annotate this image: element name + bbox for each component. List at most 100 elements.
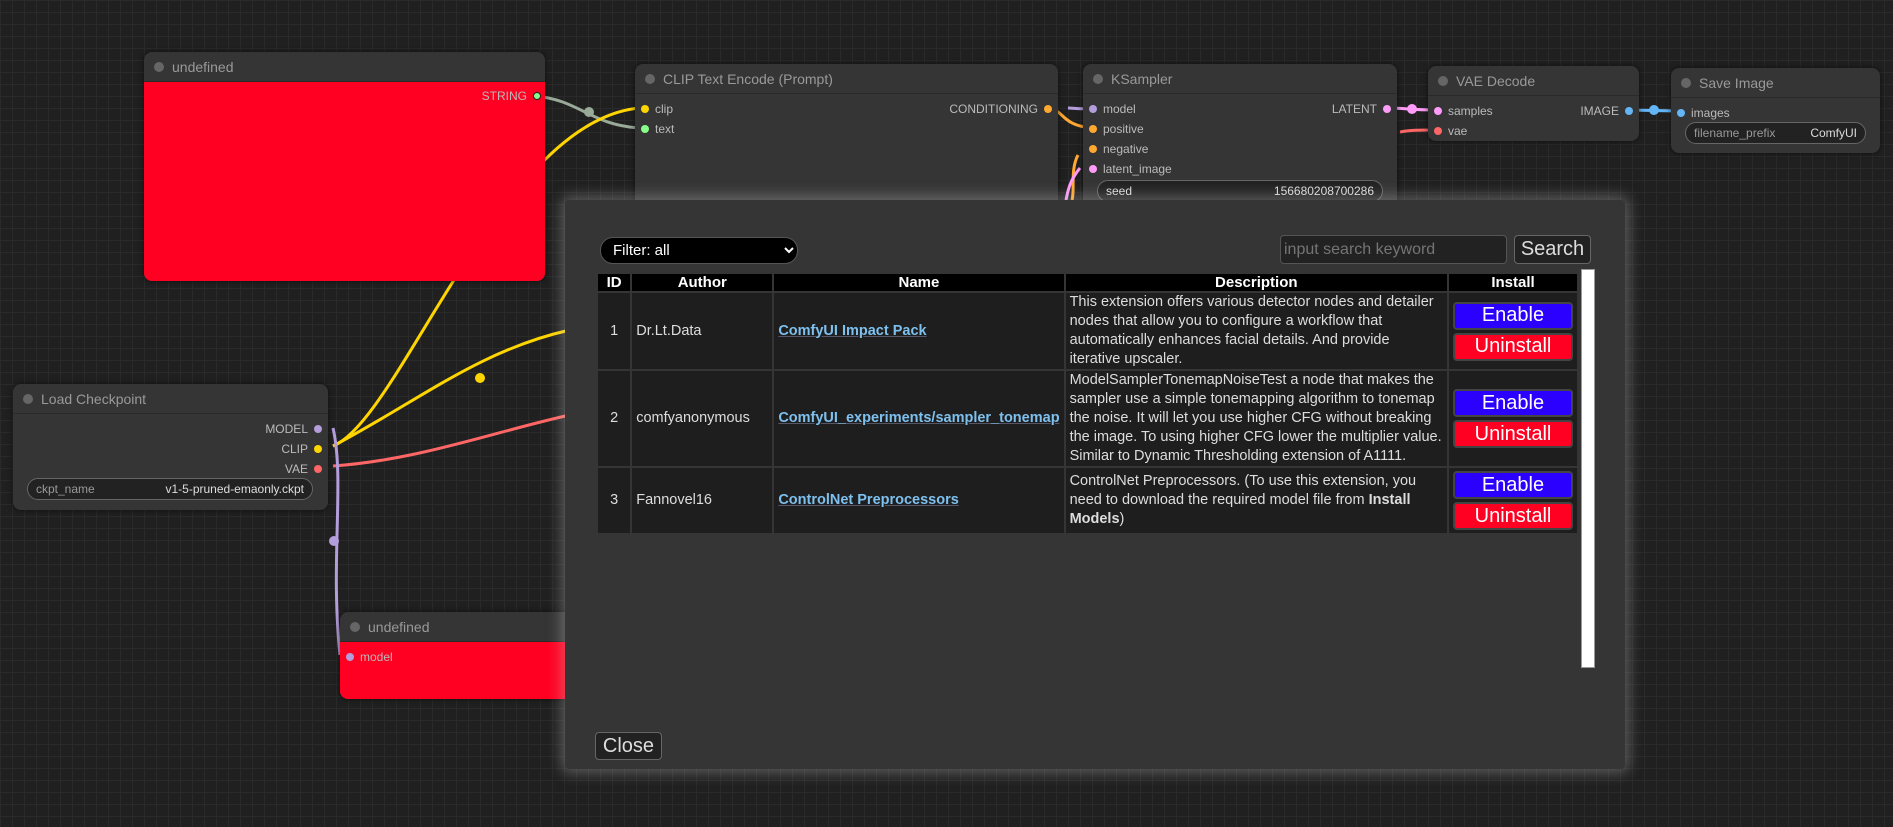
input-slot-negative[interactable] <box>1089 145 1097 153</box>
description-text: ) <box>1119 511 1125 527</box>
search-button[interactable]: Search <box>1514 235 1591 264</box>
input-label: model <box>360 650 393 664</box>
header-id: ID <box>595 272 633 293</box>
load-checkpoint-node[interactable]: Load Checkpoint MODEL CLIP VAE ckpt_name… <box>13 384 328 510</box>
collapse-dot-icon[interactable] <box>350 621 360 632</box>
filter-select[interactable]: Filter: all <box>600 237 798 264</box>
widget-label: filename_prefix <box>1694 126 1776 140</box>
header-name: Name <box>772 272 1066 293</box>
seed-value: 156680208700286 <box>1273 184 1374 198</box>
undefined-node-top[interactable]: undefined STRING <box>144 52 545 281</box>
output-label: IMAGE <box>1580 104 1619 118</box>
uninstall-button[interactable]: Uninstall <box>1452 420 1573 448</box>
header-install: Install <box>1446 272 1580 293</box>
widget-value: ComfyUI <box>1810 126 1857 140</box>
row-description: This extension offers various detector n… <box>1063 291 1449 371</box>
input-label: clip <box>655 102 674 116</box>
output-label-string: STRING <box>481 89 527 103</box>
undefined-node-bottom[interactable]: undefined model <box>340 612 580 699</box>
extension-link[interactable]: ControlNet Preprocessors <box>778 492 959 508</box>
ksampler-node[interactable]: KSampler model positive negative latent_… <box>1083 64 1397 224</box>
row-author: Dr.Lt.Data <box>630 291 775 371</box>
filename-prefix-widget[interactable]: filename_prefix ComfyUI <box>1685 122 1866 144</box>
output-label: VAE <box>284 462 308 476</box>
table-row: 1 Dr.Lt.Data ComfyUI Impact Pack This ex… <box>595 291 1580 371</box>
input-label: positive <box>1103 122 1144 136</box>
input-slot-clip[interactable] <box>641 105 649 113</box>
node-title: VAE Decode <box>1456 72 1536 89</box>
node-body <box>144 82 545 281</box>
output-label: CLIP <box>281 442 308 456</box>
enable-button[interactable]: Enable <box>1452 471 1573 499</box>
collapse-dot-icon[interactable] <box>23 393 33 404</box>
extensions-table: ID Author Name Description Install 1 Dr.… <box>595 272 1580 535</box>
extension-link[interactable]: ComfyUI Impact Pack <box>778 322 927 339</box>
input-slot-positive[interactable] <box>1089 125 1097 133</box>
input-slot-model[interactable] <box>1089 105 1097 113</box>
output-slot-latent[interactable] <box>1383 105 1391 113</box>
row-description: ControlNet Preprocessors. (To use this e… <box>1063 466 1449 535</box>
collapse-dot-icon[interactable] <box>1438 75 1448 86</box>
output-slot-clip[interactable] <box>314 445 322 453</box>
widget-value: v1-5-pruned-emaonly.ckpt <box>165 482 304 496</box>
node-title: Load Checkpoint <box>41 390 147 407</box>
output-label: MODEL <box>265 422 308 436</box>
description-text: ControlNet Preprocessors. (To use this e… <box>1069 473 1417 508</box>
table-row: 3 Fannovel16 ControlNet Preprocessors Co… <box>595 466 1580 535</box>
input-label: text <box>655 122 675 136</box>
input-label: vae <box>1448 124 1468 138</box>
output-label: CONDITIONING <box>949 102 1038 116</box>
search-input[interactable] <box>1280 235 1507 264</box>
collapse-dot-icon[interactable] <box>1093 73 1103 84</box>
ckpt-name-widget[interactable]: ckpt_name v1-5-pruned-emaonly.ckpt <box>27 478 313 500</box>
table-header-row: ID Author Name Description Install <box>595 272 1580 293</box>
install-models-text: Install Models <box>1069 492 1411 527</box>
widget-label: ckpt_name <box>36 482 95 496</box>
input-slot-vae[interactable] <box>1434 127 1442 135</box>
input-slot-latent[interactable] <box>1089 165 1097 173</box>
node-title: Save Image <box>1699 74 1774 91</box>
input-label: latent_image <box>1103 162 1172 176</box>
save-image-node[interactable]: Save Image images filename_prefix ComfyUI <box>1671 68 1880 153</box>
input-label: model <box>1103 102 1136 116</box>
collapse-dot-icon[interactable] <box>1681 77 1691 88</box>
node-title: undefined <box>172 58 234 75</box>
extension-link[interactable]: ComfyUI_experiments/sampler_tonemap <box>778 410 1060 426</box>
row-id: 2 <box>595 369 633 468</box>
seed-label: seed <box>1106 184 1133 198</box>
row-author: Fannovel16 <box>630 466 775 535</box>
header-description: Description <box>1063 272 1449 293</box>
row-id: 3 <box>595 466 633 535</box>
row-description: ModelSamplerTonemapNoiseTest a node that… <box>1063 369 1449 468</box>
output-slot-string[interactable] <box>533 92 541 100</box>
input-slot-text[interactable] <box>641 125 649 133</box>
table-scrollbar[interactable] <box>1581 269 1595 668</box>
table-row: 2 comfyanonymous ComfyUI_experiments/sam… <box>595 369 1580 468</box>
node-title: CLIP Text Encode (Prompt) <box>663 70 833 87</box>
input-label: negative <box>1103 142 1149 156</box>
vae-decode-node[interactable]: VAE Decode samples vae IMAGE <box>1428 66 1639 141</box>
output-slot-model[interactable] <box>314 425 322 433</box>
enable-button[interactable]: Enable <box>1452 389 1573 417</box>
output-slot-image[interactable] <box>1625 107 1633 115</box>
enable-button[interactable]: Enable <box>1452 301 1573 330</box>
uninstall-button[interactable]: Uninstall <box>1452 332 1573 361</box>
collapse-dot-icon[interactable] <box>154 61 164 72</box>
input-label: images <box>1691 106 1730 120</box>
uninstall-button[interactable]: Uninstall <box>1452 502 1573 530</box>
input-slot-model[interactable] <box>346 653 354 661</box>
collapse-dot-icon[interactable] <box>645 73 655 84</box>
node-title: KSampler <box>1111 70 1173 87</box>
input-slot-samples[interactable] <box>1434 107 1442 115</box>
close-button[interactable]: Close <box>595 732 662 760</box>
output-label: LATENT <box>1331 102 1377 116</box>
row-id: 1 <box>595 291 633 371</box>
node-title: undefined <box>368 618 430 635</box>
custom-nodes-manager-dialog: Filter: all Search ID Author Name Descri… <box>565 200 1625 769</box>
input-slot-images[interactable] <box>1677 109 1685 117</box>
header-author: Author <box>630 272 775 293</box>
output-slot-conditioning[interactable] <box>1044 105 1052 113</box>
seed-widget[interactable]: seed 156680208700286 <box>1097 180 1383 202</box>
node-body <box>340 642 580 699</box>
output-slot-vae[interactable] <box>314 465 322 473</box>
